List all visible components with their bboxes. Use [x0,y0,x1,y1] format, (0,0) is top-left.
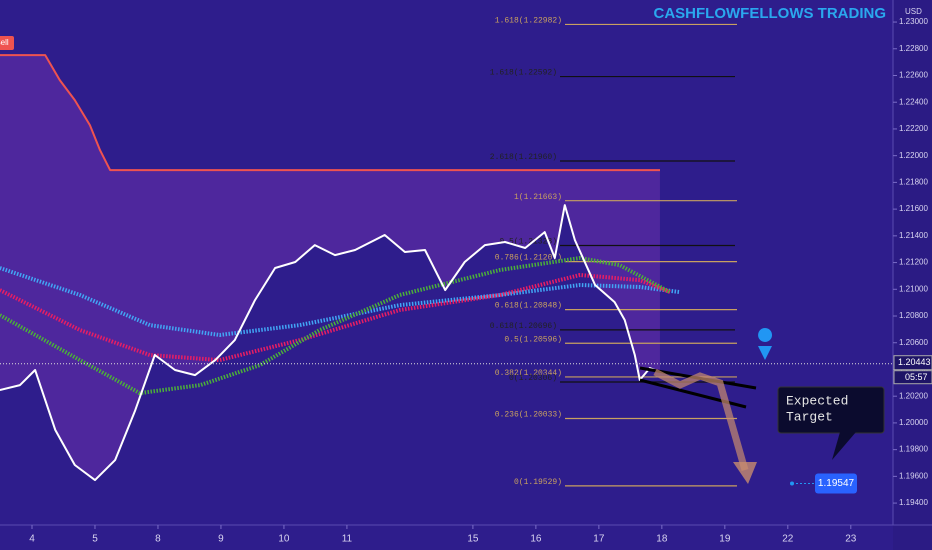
annotation-text: Target [786,409,833,424]
x-tick-label: 22 [782,534,794,545]
y-tick-label: 1.23000 [899,17,928,26]
annotation-box [777,386,885,434]
fib-label: 1(1.21663) [514,193,562,202]
fib-label: 0.618(1.20848) [495,302,562,311]
fib-label: 0.5(1.21328) [499,238,557,247]
x-tick-label: 4 [29,534,35,545]
y-tick-label: 1.22600 [899,71,928,80]
annotation-text: Expected [786,393,848,408]
arrow-head [733,462,757,484]
target-box [815,473,857,494]
plot: 1.618(1.22982) 1.618(1.22592) 2.618(1.2196… [0,17,893,494]
y-tick-label: 1.21600 [899,204,928,213]
x-tick-label: 9 [218,534,224,545]
y-tick-label: 1.22200 [899,124,928,133]
y-tick-label: 1.20000 [899,418,928,427]
x-tick-label: 5 [92,534,98,545]
y-tick-label: 1.20200 [899,391,928,400]
x-tick-label: 18 [656,534,668,545]
x-tick-label: 10 [278,534,290,545]
fib-label: 0.382(1.20344) [495,369,562,378]
x-tick-label: 8 [155,534,161,545]
chart-title: CASHFLOWFELLOWS TRADING [654,5,886,22]
x-tick-label: 15 [467,534,479,545]
y-tick-label: 1.22000 [899,151,928,160]
y-tick-label: 1.19800 [899,445,928,454]
signal-tag [0,36,14,50]
countdown: 05:57 [905,372,928,382]
last-price-label: 1.20443 [898,357,931,367]
y-tick-label: 1.21800 [899,178,928,187]
fib-label: 0.5(1.20596) [504,335,562,344]
shade [0,55,660,481]
y-tick-label: 1.22800 [899,44,928,53]
countdown-box [893,370,932,385]
price-line [0,204,661,482]
fib-label: 0.236(1.20033) [495,411,562,420]
fib-label: 0.618(1.20696) [490,322,557,331]
fib-label: 0(1.20306) [509,374,557,383]
y-tick-label: 1.19600 [899,471,928,480]
location-pin [758,328,773,360]
target-point [790,481,794,486]
moving-average [0,273,671,363]
currency: USD [905,7,922,16]
moving-average [0,266,681,337]
y-tick-label: 1.22400 [899,97,928,106]
x-tick-label: 19 [719,534,731,545]
y-tick-label: 1.20800 [899,311,928,320]
projection-arrow [653,368,749,471]
y-tick-label: 1.19400 [899,498,928,507]
fib-label: 2.618(1.21960) [490,153,557,162]
fib-label: 1.618(1.22592) [490,69,557,78]
price-axis [893,0,932,550]
target-label: 1.19547 [818,478,855,489]
y-tick-label: 1.21200 [899,258,928,267]
x-tick-label: 17 [593,534,605,545]
y-tick-label: 1.21000 [899,284,928,293]
annotation-pointer [832,432,856,460]
price-line [0,54,660,172]
y-tick-label: 1.21400 [899,231,928,240]
fib-label: 0.786(1.21207) [495,254,562,263]
x-tick-label: 16 [530,534,542,545]
signal-label: Sell [0,38,9,47]
y-tick-label: 1.20600 [899,338,928,347]
fib-label: 1.618(1.22982) [495,17,562,26]
last-price-box [893,355,932,371]
x-tick-label: 11 [342,534,353,545]
fib-label: 0(1.19529) [514,478,562,487]
x-tick-label: 23 [845,534,857,545]
